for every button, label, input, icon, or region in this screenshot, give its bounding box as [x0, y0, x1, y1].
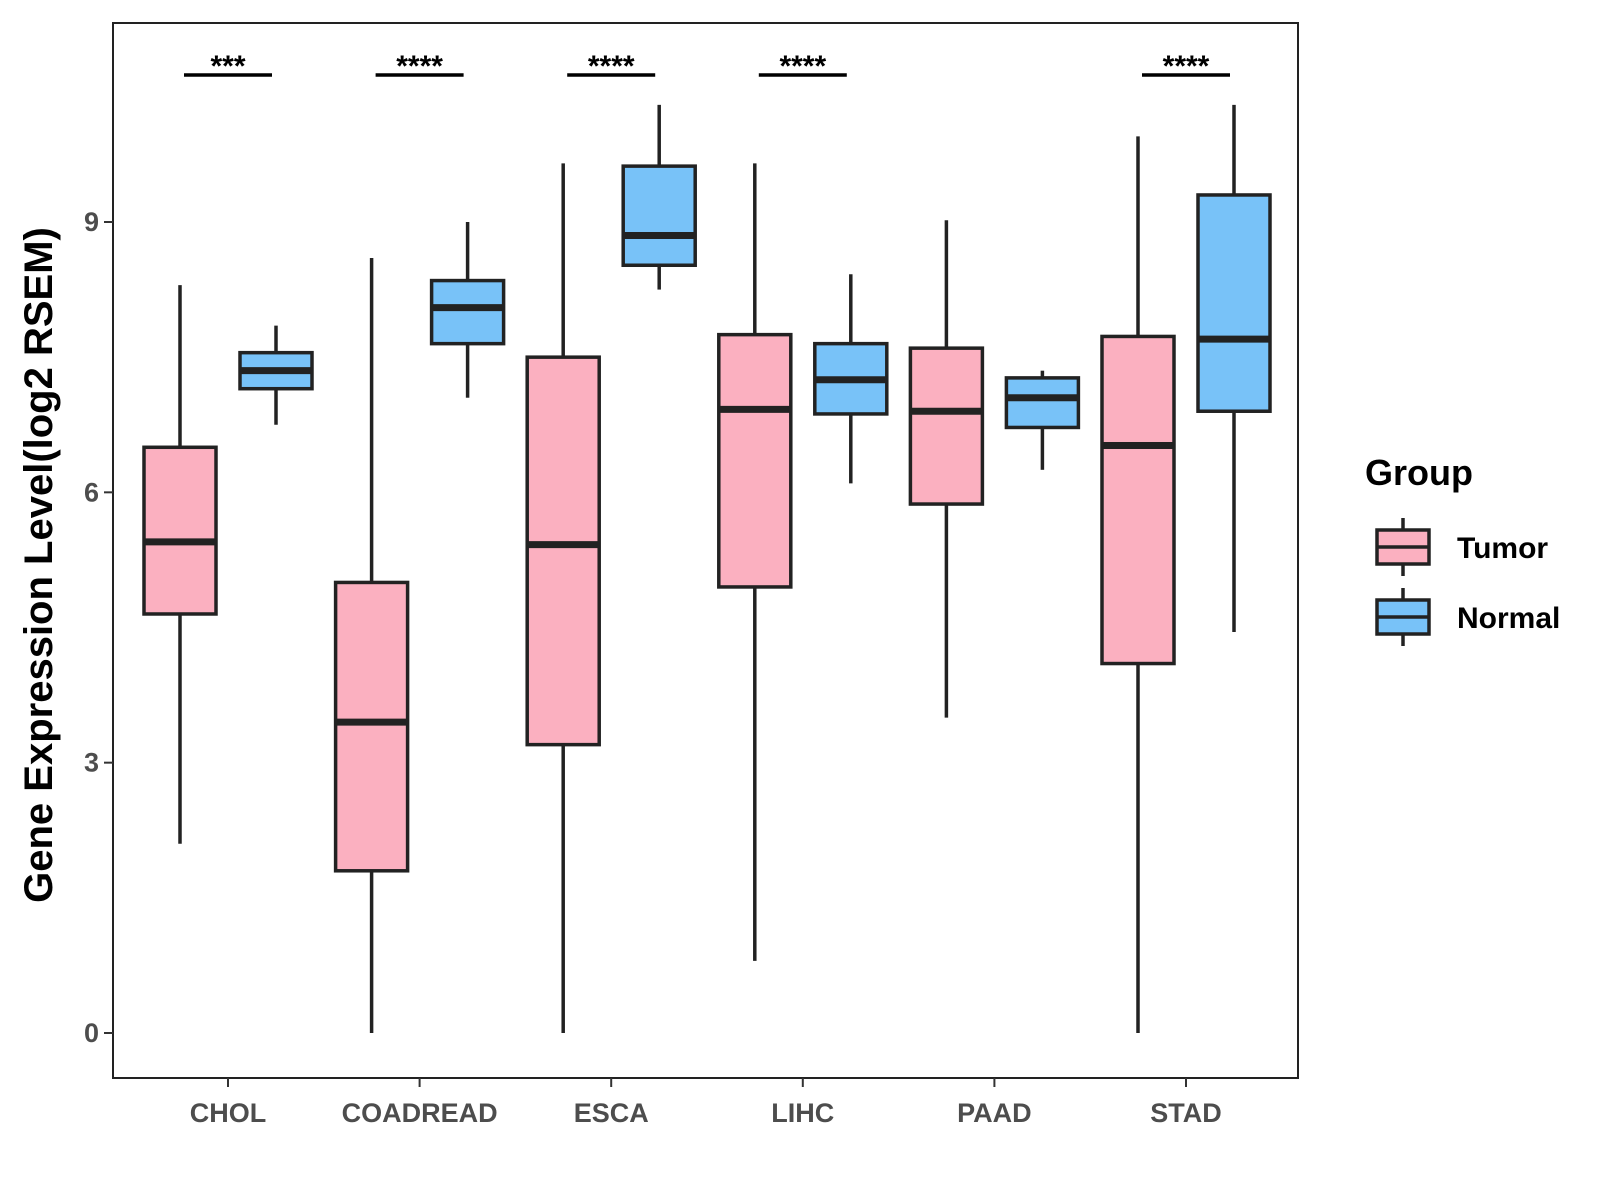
x-tick-label: CHOL — [190, 1098, 267, 1128]
significance-label: **** — [779, 50, 826, 83]
box-tumor-paad — [908, 220, 985, 718]
box-body — [621, 164, 697, 268]
box-normal-coadread — [429, 222, 506, 398]
box-tumor-esca — [525, 163, 601, 1033]
box-body — [1100, 334, 1176, 666]
box-body — [1004, 376, 1081, 430]
box-normal-stad — [1196, 104, 1272, 633]
x-tick-label: PAAD — [957, 1098, 1032, 1128]
significance-layer: *** **** **** **** **** — [184, 50, 1230, 83]
box-tumor-chol — [142, 285, 218, 844]
y-axis: 0 3 6 9 — [84, 207, 113, 1048]
x-tick-label: STAD — [1150, 1098, 1222, 1128]
legend-item-normal: Normal — [1375, 588, 1560, 646]
box-tumor-lihc — [717, 163, 793, 961]
legend-title: Group — [1365, 452, 1473, 493]
y-tick-label: 6 — [84, 477, 99, 507]
significance-esca: **** — [567, 50, 656, 83]
legend-label-tumor: Tumor — [1457, 532, 1548, 565]
box-body — [525, 355, 601, 747]
x-tick-label: LIHC — [771, 1098, 834, 1128]
box-layer — [142, 104, 1272, 1033]
box-body — [333, 580, 410, 873]
box-tumor-coadread — [333, 258, 410, 1033]
box-body — [908, 346, 985, 506]
box-body — [1196, 193, 1272, 413]
plot-panel-border — [112, 22, 1299, 1079]
significance-coadread: **** — [375, 50, 464, 83]
y-tick-label: 9 — [84, 207, 99, 237]
box-normal-paad — [1004, 370, 1081, 470]
significance-label: **** — [396, 50, 443, 83]
box-body — [717, 332, 793, 589]
significance-label: **** — [1163, 50, 1210, 83]
y-tick-label: 3 — [84, 748, 99, 778]
x-axis: CHOL COADREAD ESCA LIHC PAAD STAD — [190, 1078, 1222, 1128]
box-body — [429, 278, 506, 346]
significance-stad: **** — [1142, 50, 1230, 83]
significance-chol: *** — [184, 50, 272, 83]
legend-item-tumor: Tumor — [1375, 518, 1548, 576]
significance-label: *** — [210, 50, 245, 83]
x-tick-label: ESCA — [574, 1098, 649, 1128]
significance-lihc: **** — [758, 50, 847, 83]
significance-label: **** — [588, 50, 635, 83]
box-normal-lihc — [813, 274, 889, 484]
legend: Group Tumor Normal — [1365, 452, 1560, 646]
legend-items: Tumor Normal — [1375, 518, 1560, 646]
box-body — [142, 445, 218, 616]
box-normal-esca — [621, 104, 697, 290]
y-tick-label: 0 — [84, 1018, 99, 1048]
x-tick-label: COADREAD — [342, 1098, 498, 1128]
box-normal-chol — [238, 325, 314, 425]
y-axis-title: Gene Expression Level(log2 RSEM) — [17, 227, 61, 903]
box-tumor-stad — [1100, 136, 1176, 1033]
legend-label-normal: Normal — [1457, 602, 1560, 635]
